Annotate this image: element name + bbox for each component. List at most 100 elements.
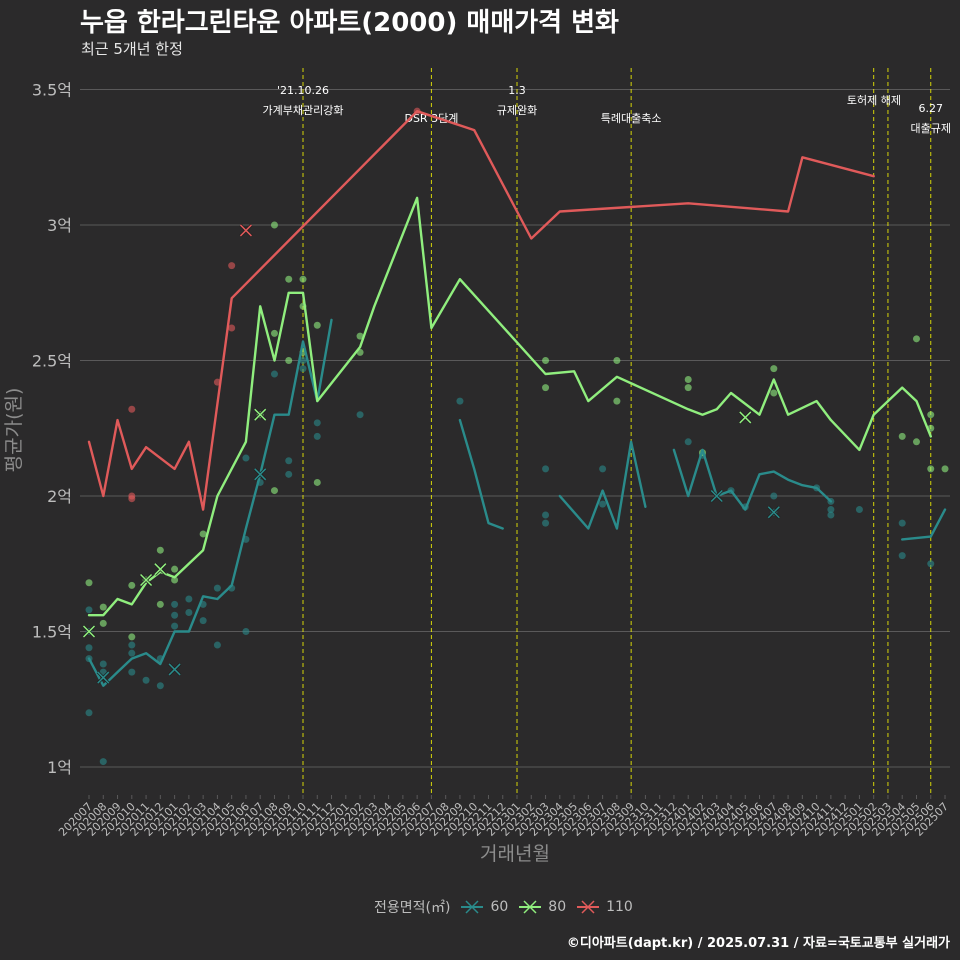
data-point-80 <box>542 357 550 364</box>
data-point-60 <box>313 419 321 427</box>
data-point-80 <box>270 329 278 337</box>
data-point-60 <box>85 606 93 614</box>
data-point-60 <box>128 668 136 676</box>
legend-title: 전용면적(㎡) <box>374 900 451 916</box>
data-point-60 <box>456 397 464 405</box>
data-point-80 <box>85 579 93 587</box>
series-line-60 <box>901 508 947 541</box>
series-line-60 <box>458 418 504 530</box>
event-annotation: 규제완화 <box>497 104 537 117</box>
legend-key-60-icon <box>461 900 484 914</box>
y-axis-title: 평균가(원) <box>3 388 25 473</box>
data-point-80 <box>156 600 164 608</box>
legend-item-80: 80 <box>518 897 566 917</box>
series-line-110 <box>87 109 875 511</box>
data-point-80 <box>770 389 778 397</box>
axes: 1억1.5억2억2.5억3억3.5억2020072020082020092020… <box>3 81 951 866</box>
data-point-80 <box>912 335 920 343</box>
legend-key-80-icon <box>519 900 542 914</box>
data-point-60 <box>299 357 307 364</box>
cross-marker-80 <box>82 625 96 638</box>
data-point-80 <box>285 275 293 283</box>
data-point-60 <box>599 465 607 473</box>
data-point-80 <box>684 384 692 392</box>
data-point-60 <box>213 584 221 592</box>
cross-marker-60 <box>168 663 181 676</box>
data-point-60 <box>156 682 164 690</box>
data-point-60 <box>827 511 835 519</box>
data-point-80 <box>156 546 164 554</box>
data-point-80 <box>542 384 550 392</box>
data-point-60 <box>171 622 179 630</box>
data-point-80 <box>171 565 179 573</box>
legend-label-60: 60 <box>490 899 509 915</box>
data-point-80 <box>270 221 278 229</box>
legend-item-110: 110 <box>576 897 633 917</box>
cross-marker-80 <box>254 408 267 421</box>
data-point-60 <box>542 511 550 519</box>
data-point-80 <box>898 432 906 440</box>
data-point-60 <box>542 519 550 527</box>
event-annotation: 1.3 <box>508 84 526 97</box>
data-point-60 <box>185 609 193 617</box>
data-point-60 <box>199 617 207 625</box>
y-tick-label: 3억 <box>47 216 72 235</box>
data-point-80 <box>927 411 935 419</box>
data-point-80 <box>684 375 692 383</box>
data-point-60 <box>99 758 107 766</box>
data-point-80 <box>99 619 107 627</box>
y-tick-label: 3.5억 <box>32 81 72 100</box>
data-point-60 <box>285 470 293 478</box>
data-point-60 <box>85 644 93 652</box>
data-point-60 <box>213 641 221 649</box>
y-tick-label: 2억 <box>47 487 72 506</box>
data-point-60 <box>185 595 193 603</box>
cross-marker-80 <box>154 563 167 576</box>
legend-item-60: 60 <box>460 897 508 917</box>
data-point-80 <box>927 465 935 473</box>
data-point-60 <box>684 438 692 446</box>
data-point-80 <box>613 397 621 405</box>
cross-marker-60 <box>254 468 267 481</box>
data-point-60 <box>242 628 250 635</box>
data-point-110 <box>128 495 136 503</box>
event-annotation: 특례대출축소 <box>601 112 662 125</box>
event-annotation: 대출규제 <box>911 122 951 135</box>
series-line-60 <box>87 318 333 687</box>
chart-subtitle: 최근 5개년 한정 <box>81 40 183 58</box>
data-point-60 <box>927 560 935 568</box>
data-point-60 <box>898 519 906 527</box>
event-annotation: 6.27 <box>919 102 944 115</box>
data-point-60 <box>299 365 307 373</box>
data-point-80 <box>912 438 920 446</box>
legend-label-80: 80 <box>548 899 567 915</box>
data-point-80 <box>171 576 179 584</box>
data-point-110 <box>228 262 236 270</box>
data-point-60 <box>599 500 607 508</box>
data-point-80 <box>770 365 778 373</box>
cross-marker-80 <box>140 573 153 587</box>
data-point-60 <box>270 370 278 378</box>
data-point-60 <box>242 454 250 462</box>
data-point-60 <box>99 660 107 668</box>
y-tick-label: 1억 <box>47 758 72 777</box>
legend-key-110-icon <box>577 900 600 914</box>
data-point-80 <box>270 487 278 495</box>
y-tick-label: 1.5억 <box>32 623 72 642</box>
data-point-80 <box>128 633 136 641</box>
source-caption: ©디아파트(dapt.kr) / 2025.07.31 / 자료=국토교통부 실… <box>566 936 950 951</box>
grid-lines <box>80 89 950 768</box>
data-point-80 <box>313 321 321 329</box>
data-point-60 <box>128 649 136 657</box>
cross-marker-110 <box>239 224 252 237</box>
data-point-60 <box>855 506 863 514</box>
data-point-60 <box>898 552 906 560</box>
data-point-110 <box>228 324 236 332</box>
data-point-60 <box>128 641 136 649</box>
data-point-80 <box>285 357 293 364</box>
data-point-60 <box>142 676 150 684</box>
x-axis-title: 거래년월 <box>480 843 550 865</box>
data-point-80 <box>313 478 321 486</box>
